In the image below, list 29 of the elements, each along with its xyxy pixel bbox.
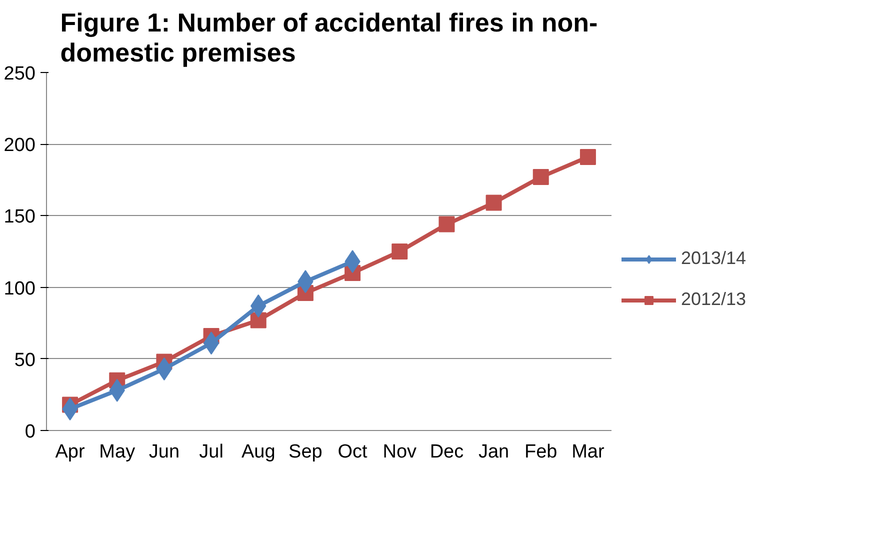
point [580,148,596,165]
point [156,357,172,380]
point [250,312,266,328]
x-tick-label: Nov [382,442,418,462]
chart-title: Figure 1: Number of accidental fires in non-domestic premises [60,8,598,68]
x-tick-label: May [99,442,136,462]
y-tick-label: 0 [24,422,36,442]
x-tick-label: Oct [338,442,368,462]
x-tick-label: Sep [288,442,322,462]
x-tick-label: Mar [572,442,605,462]
y-tick-label: 200 [4,135,36,156]
legend-label: 2012/13 [681,289,746,310]
point [532,169,549,186]
x-tick-label: Aug [241,442,276,462]
point [392,244,408,260]
x-tick-label: Jul [199,442,224,462]
x-tick-label: Jan [478,442,510,462]
x-tick-label: Feb [524,442,558,462]
y-tick-label: 250 [4,64,36,84]
x-tick-label: Apr [55,442,86,462]
legend-label: 2013/14 [681,248,746,269]
y-tick-label: 50 [14,350,36,371]
point [486,194,502,211]
y-tick-label: 100 [4,278,36,300]
y-tick-label: 150 [4,206,36,228]
point [203,332,220,355]
point [438,216,455,232]
x-tick-label: Dec [430,442,464,462]
x-tick-label: Jun [148,442,180,462]
